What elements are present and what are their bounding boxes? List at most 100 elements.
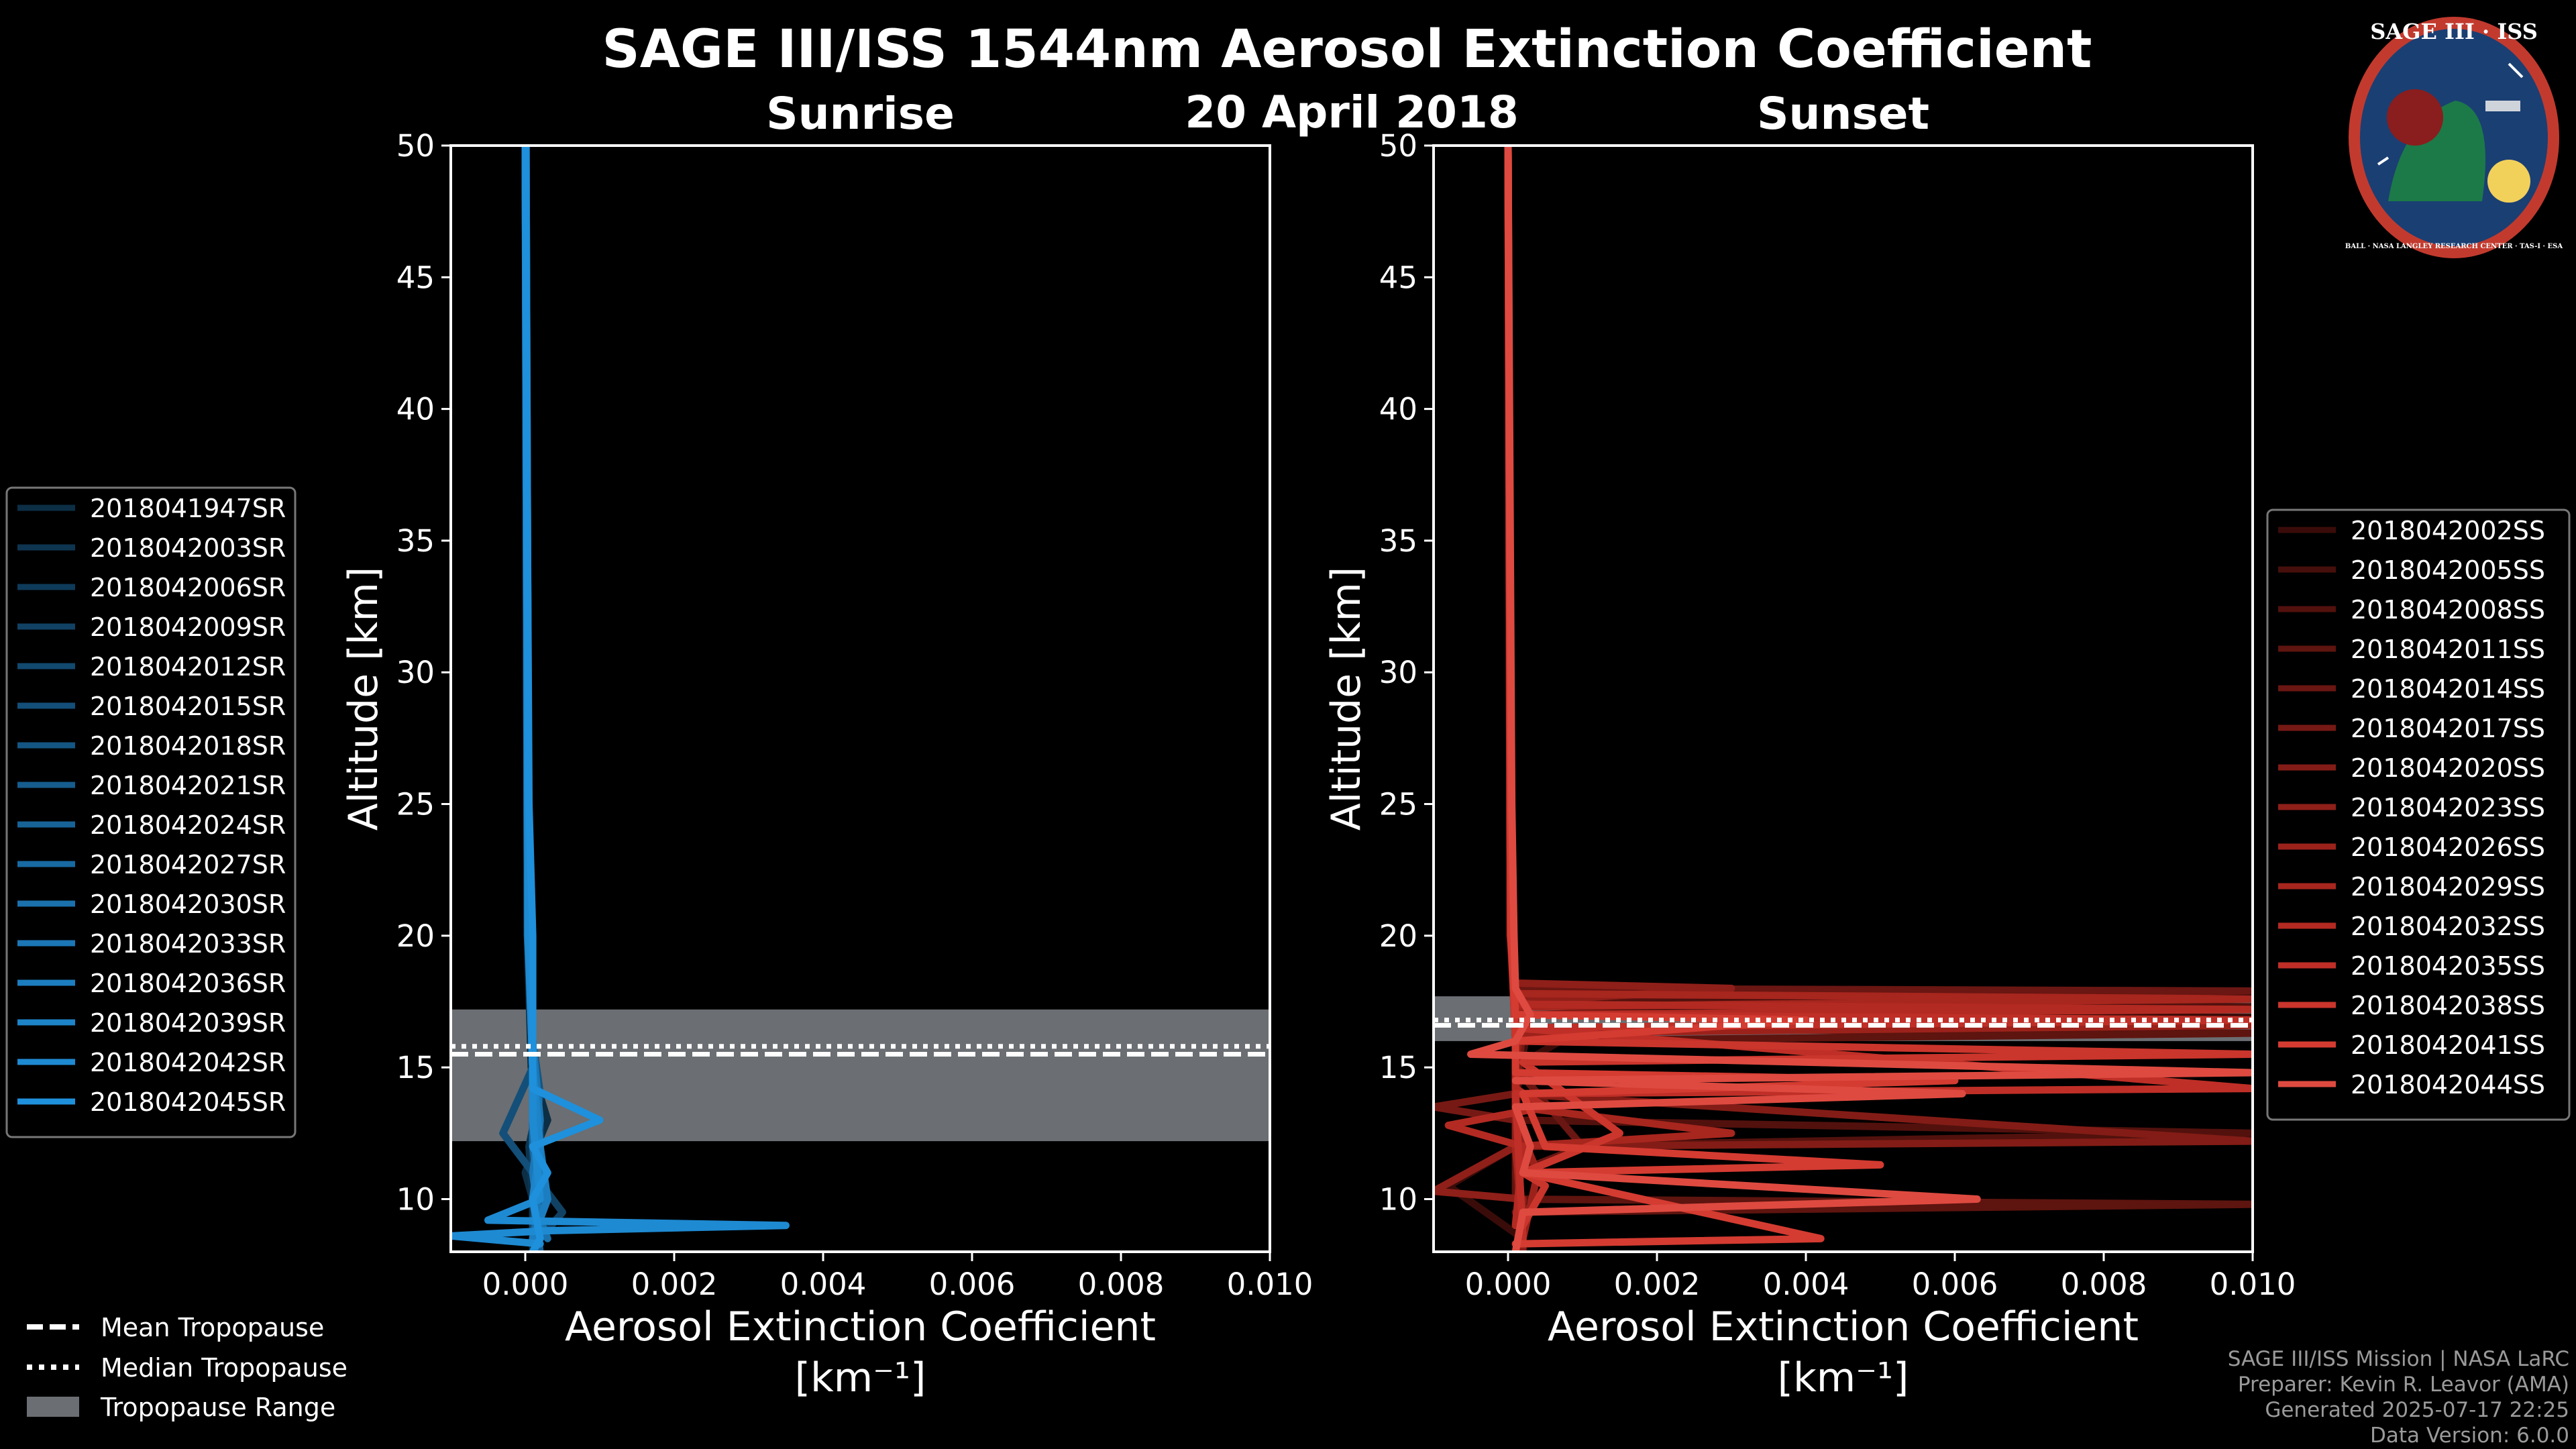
figure-date: 20 April 2018 bbox=[1185, 87, 1519, 138]
sunset-ytick-label: 35 bbox=[1379, 523, 1417, 559]
sunset-ytick-label: 50 bbox=[1379, 128, 1417, 164]
figure-title: SAGE III/ISS 1544nm Aerosol Extinction C… bbox=[602, 19, 2092, 80]
sunrise-series-line-2018042045SR bbox=[521, 146, 604, 1252]
sunset-panel: 10 15 20 25 30 35 40 45 50 0.000 0.002 0.004 0.006 0.… bbox=[1323, 88, 2571, 1401]
sage-iss-logo: SAGE III · ISS BALL · NASA LANGLEY RESEA… bbox=[2345, 17, 2563, 258]
sunrise-panel: 10 15 20 25 30 35 40 45 50 0.000 0.002 0.004 0.006 0.… bbox=[5, 88, 1313, 1401]
sunrise-legend-label: 2018042036SR bbox=[90, 969, 286, 998]
sunrise-xtick-label: 0.006 bbox=[929, 1267, 1016, 1302]
sunrise-ytick-label: 30 bbox=[396, 655, 435, 690]
sunrise-xaxis-unit: [km⁻¹] bbox=[795, 1354, 926, 1401]
sunset-ytick-label: 10 bbox=[1379, 1181, 1417, 1217]
sunrise-tropopause-range-band bbox=[451, 1009, 1270, 1142]
logo-station-icon bbox=[2485, 101, 2520, 111]
logo-earth-icon bbox=[2388, 101, 2485, 201]
sunset-xtick-label: 0.010 bbox=[2210, 1267, 2296, 1302]
tropopause-range-swatch bbox=[27, 1397, 79, 1417]
sunset-legend-label: 2018042017SS bbox=[2351, 714, 2545, 743]
sunrise-xtick-label: 0.010 bbox=[1227, 1267, 1313, 1302]
credit-line-version: Data Version: 6.0.0 bbox=[2370, 1424, 2569, 1448]
sunrise-legend-label: 2018042045SR bbox=[90, 1087, 286, 1117]
sunset-ytick-label: 25 bbox=[1379, 787, 1417, 822]
sunrise-ytick-label: 45 bbox=[396, 260, 435, 295]
sunrise-ytick-label: 25 bbox=[396, 787, 435, 822]
sunset-legend-label: 2018042005SS bbox=[2351, 555, 2545, 585]
logo-ring-text: BALL · NASA LANGLEY RESEARCH CENTER · TA… bbox=[2345, 243, 2563, 250]
sunrise-ytick-label: 40 bbox=[396, 392, 435, 427]
credit-line-generated: Generated 2025-07-17 22:25 bbox=[2265, 1398, 2569, 1422]
sunset-legend-label: 2018042002SS bbox=[2351, 516, 2545, 545]
credit-line-preparer: Preparer: Kevin R. Leavor (AMA) bbox=[2238, 1373, 2569, 1397]
logo-figure-icon bbox=[2387, 89, 2443, 146]
logo-sun-icon bbox=[2487, 160, 2530, 203]
sunset-ytick-label: 15 bbox=[1379, 1050, 1417, 1085]
sunset-series-line-2018042044SS bbox=[1467, 146, 2253, 1252]
sunset-xtick-label: 0.000 bbox=[1465, 1267, 1552, 1302]
sunset-legend-label: 2018042029SS bbox=[2351, 872, 2545, 902]
sunrise-ytick-label: 50 bbox=[396, 128, 435, 164]
sunrise-legend-frame bbox=[5, 486, 297, 1138]
logo-title: SAGE III · ISS bbox=[2370, 19, 2538, 44]
sunset-ytick-label: 45 bbox=[1379, 260, 1417, 295]
sunrise-ytick-label: 20 bbox=[396, 918, 435, 954]
sunrise-series-group bbox=[451, 146, 790, 1252]
sunrise-ytick-label: 15 bbox=[396, 1050, 435, 1085]
sunset-xaxis-unit: [km⁻¹] bbox=[1778, 1354, 1909, 1401]
sunrise-legend-label: 2018042003SR bbox=[90, 533, 286, 563]
sunrise-xtick-label: 0.004 bbox=[780, 1267, 867, 1302]
median-tropopause-label: Median Tropopause bbox=[101, 1353, 347, 1383]
sunset-legend-label: 2018042041SS bbox=[2351, 1030, 2545, 1060]
sunset-legend-label: 2018042026SS bbox=[2351, 833, 2545, 862]
sunset-yaxis-label: Altitude [km] bbox=[1323, 567, 1370, 831]
sunset-series-legend: 2018042002SS 2018042005SS 2018042008SS 2018… bbox=[2266, 508, 2571, 1121]
sunrise-legend-label: 2018042021SR bbox=[90, 771, 286, 800]
sunset-legend-label: 2018042020SS bbox=[2351, 753, 2545, 783]
sunset-legend-label: 2018042011SS bbox=[2351, 635, 2545, 664]
tropopause-legend: Mean Tropopause Median Tropopause Tropop… bbox=[27, 1313, 347, 1422]
sunrise-legend-label: 2018041947SR bbox=[90, 494, 286, 523]
sunrise-legend-label: 2018042012SR bbox=[90, 652, 286, 682]
sunset-legend-frame bbox=[2266, 508, 2571, 1121]
sunset-legend-label: 2018042008SS bbox=[2351, 595, 2545, 625]
sunset-ytick-label: 30 bbox=[1379, 655, 1417, 690]
sunrise-yaxis-label: Altitude [km] bbox=[340, 567, 387, 831]
tropopause-range-label: Tropopause Range bbox=[100, 1393, 335, 1422]
sunrise-axes-frame bbox=[449, 144, 1271, 1253]
sunrise-series-legend: 2018041947SR 2018042003SR 2018042006SR 2018… bbox=[5, 486, 297, 1138]
sunset-legend-label: 2018042014SS bbox=[2351, 674, 2545, 704]
sunset-xtick-label: 0.002 bbox=[1614, 1267, 1701, 1302]
sunrise-legend-label: 2018042009SR bbox=[90, 612, 286, 642]
sunset-panel-title: Sunset bbox=[1757, 88, 1929, 140]
sunset-legend-label: 2018042023SS bbox=[2351, 793, 2545, 822]
sunrise-xtick-label: 0.008 bbox=[1078, 1267, 1165, 1302]
sunrise-legend-label: 2018042030SR bbox=[90, 890, 286, 919]
sunrise-legend-label: 2018042039SR bbox=[90, 1008, 286, 1038]
sunrise-ytick-label: 10 bbox=[396, 1181, 435, 1217]
sunrise-legend-label: 2018042006SR bbox=[90, 573, 286, 602]
sunset-xtick-label: 0.006 bbox=[1912, 1267, 1998, 1302]
sunrise-legend-label: 2018042027SR bbox=[90, 850, 286, 879]
sunset-xaxis-label: Aerosol Extinction Coefficient bbox=[1548, 1303, 2139, 1350]
sunrise-xtick-label: 0.000 bbox=[482, 1267, 569, 1302]
sunset-legend-label: 2018042044SS bbox=[2351, 1070, 2545, 1099]
sunset-legend-label: 2018042032SS bbox=[2351, 912, 2545, 941]
mean-tropopause-label: Mean Tropopause bbox=[101, 1313, 324, 1342]
sunrise-ytick-label: 35 bbox=[396, 523, 435, 559]
credits: SAGE III/ISS Mission | NASA LaRC Prepare… bbox=[2228, 1347, 2569, 1448]
sunrise-panel-title: Sunrise bbox=[766, 88, 955, 140]
sunrise-legend-label: 2018042024SR bbox=[90, 810, 286, 840]
sunset-axes-frame bbox=[1432, 144, 2254, 1253]
sunset-ytick-label: 40 bbox=[1379, 392, 1417, 427]
sunset-ytick-label: 20 bbox=[1379, 918, 1417, 954]
sunrise-xaxis-label: Aerosol Extinction Coefficient bbox=[565, 1303, 1156, 1350]
sunrise-legend-label: 2018042042SR bbox=[90, 1048, 286, 1077]
sunset-legend-label: 2018042038SS bbox=[2351, 991, 2545, 1020]
sunset-series-group bbox=[1434, 146, 2253, 1252]
sunset-xtick-label: 0.008 bbox=[2061, 1267, 2147, 1302]
sunrise-legend-label: 2018042015SR bbox=[90, 692, 286, 721]
sunset-legend-label: 2018042035SS bbox=[2351, 951, 2545, 981]
sunset-xtick-label: 0.004 bbox=[1763, 1267, 1849, 1302]
sunrise-legend-label: 2018042018SR bbox=[90, 731, 286, 761]
sunrise-xtick-label: 0.002 bbox=[631, 1267, 718, 1302]
